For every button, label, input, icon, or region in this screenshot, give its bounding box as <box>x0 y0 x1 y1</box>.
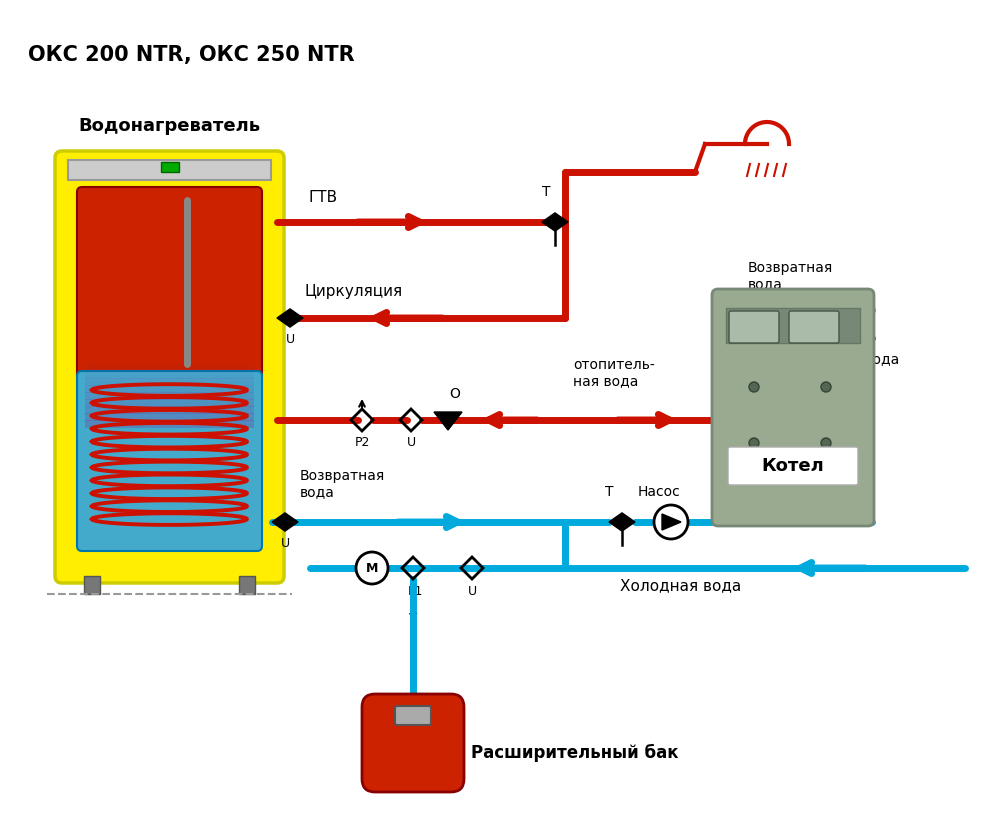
Bar <box>85 399 254 403</box>
Polygon shape <box>542 213 555 231</box>
Circle shape <box>821 382 831 392</box>
Polygon shape <box>555 213 568 231</box>
Text: отопительная вода: отопительная вода <box>757 352 899 366</box>
Text: Возвратная
вода: Возвратная вода <box>748 261 833 291</box>
FancyBboxPatch shape <box>362 694 464 792</box>
Bar <box>85 381 254 385</box>
Circle shape <box>821 438 831 448</box>
Bar <box>85 413 254 417</box>
Bar <box>85 406 254 410</box>
Bar <box>84 576 100 594</box>
Bar <box>85 424 254 428</box>
Polygon shape <box>290 309 303 327</box>
Bar <box>85 385 254 389</box>
Polygon shape <box>277 309 290 327</box>
Bar <box>85 420 254 424</box>
Bar <box>726 308 860 343</box>
FancyBboxPatch shape <box>712 289 874 526</box>
Text: P2: P2 <box>354 436 370 449</box>
Text: V: V <box>408 612 417 625</box>
Text: M: M <box>366 561 378 575</box>
FancyBboxPatch shape <box>789 311 839 343</box>
Bar <box>85 374 254 379</box>
Polygon shape <box>622 513 635 531</box>
Text: Циркуляция: Циркуляция <box>305 284 403 299</box>
FancyBboxPatch shape <box>729 311 779 343</box>
Polygon shape <box>272 513 285 531</box>
Bar <box>68 160 271 180</box>
Text: ОКС 200 NTR, ОКС 250 NTR: ОКС 200 NTR, ОКС 250 NTR <box>28 45 354 65</box>
Text: U: U <box>406 436 415 449</box>
Bar <box>85 392 254 396</box>
Text: U: U <box>467 585 476 598</box>
Text: P1: P1 <box>407 585 423 598</box>
Circle shape <box>654 505 688 539</box>
Text: ГТВ: ГТВ <box>308 190 338 205</box>
Bar <box>161 162 179 172</box>
Circle shape <box>356 552 388 584</box>
Text: U: U <box>280 537 289 550</box>
Bar <box>85 416 254 420</box>
Text: Холодная вода: Холодная вода <box>620 578 741 593</box>
Text: Расширительный бак: Расширительный бак <box>471 744 679 762</box>
Bar <box>85 371 254 375</box>
Text: Насос: Насос <box>638 485 681 499</box>
Polygon shape <box>434 412 462 430</box>
Text: Водонагреватель: Водонагреватель <box>78 117 260 135</box>
Bar <box>85 409 254 414</box>
Bar <box>85 368 254 371</box>
FancyBboxPatch shape <box>77 371 262 551</box>
Polygon shape <box>662 514 681 530</box>
FancyBboxPatch shape <box>77 187 262 381</box>
Text: U: U <box>285 333 294 346</box>
Bar <box>85 403 254 406</box>
Bar <box>85 389 254 393</box>
FancyBboxPatch shape <box>395 706 431 725</box>
Bar <box>85 395 254 399</box>
Circle shape <box>749 382 759 392</box>
Text: Котел: Котел <box>762 457 825 475</box>
FancyBboxPatch shape <box>55 151 284 583</box>
Text: T: T <box>542 185 550 199</box>
Text: T: T <box>605 485 613 499</box>
Polygon shape <box>285 513 298 531</box>
Text: отопитель-
ная вода: отопитель- ная вода <box>573 358 654 388</box>
Polygon shape <box>609 513 622 531</box>
Circle shape <box>749 438 759 448</box>
Bar <box>239 576 255 594</box>
FancyBboxPatch shape <box>728 447 858 485</box>
Bar <box>85 364 254 368</box>
Text: Возвратная
вода: Возвратная вода <box>300 469 386 499</box>
Bar <box>85 378 254 382</box>
Text: O: O <box>450 387 461 401</box>
